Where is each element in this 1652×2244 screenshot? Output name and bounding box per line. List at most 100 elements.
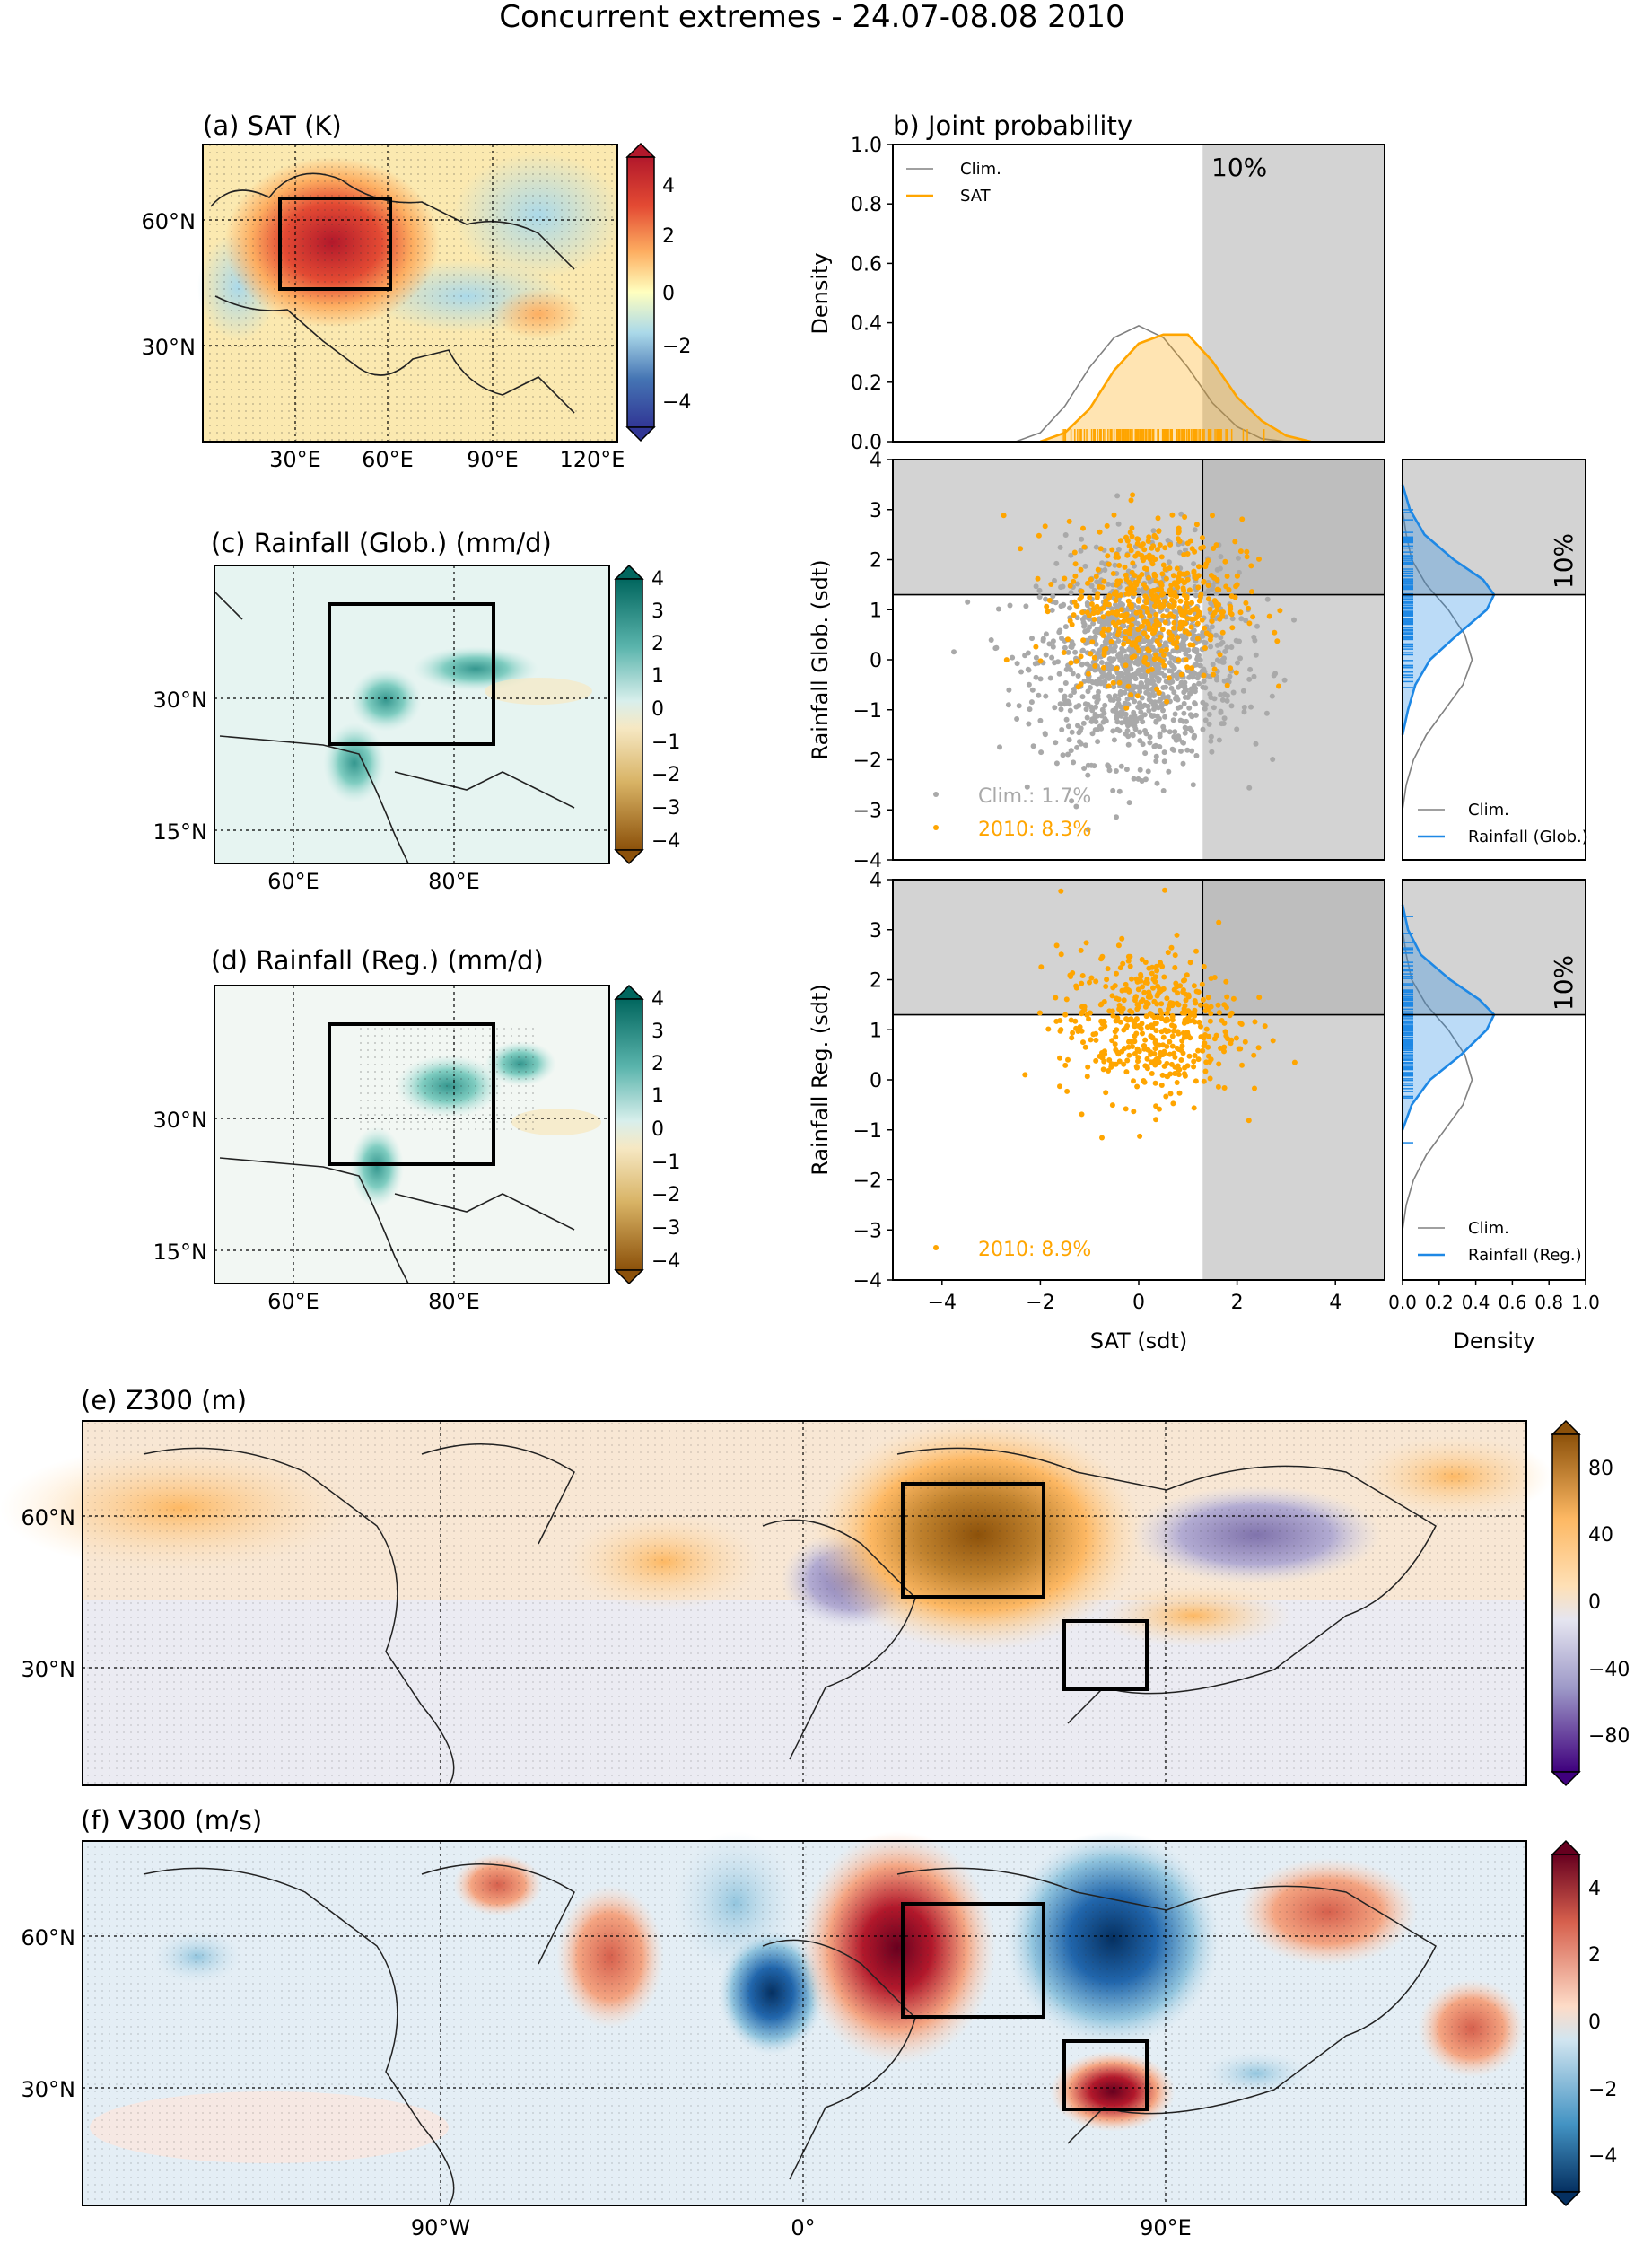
scatter-point [1127,631,1132,636]
scatter-point [1118,592,1124,598]
panel-a-lon-label: 90°E [467,447,519,472]
tick-label: 0 [870,1070,882,1092]
scatter-point [1077,739,1082,745]
scatter-point [1068,660,1074,666]
scatter-point [1166,768,1172,775]
scatter-point [1078,548,1084,554]
scatter-point [1111,684,1117,690]
scatter-point [1194,656,1201,662]
panel-d-lat-label: 30°N [153,1108,208,1133]
scatter-point [1102,702,1108,708]
scatter-point [1065,649,1071,655]
scatter-point [1114,665,1120,671]
tick-label: 0.8 [1534,1292,1563,1313]
scatter-point [1214,603,1219,609]
scatter-point [1116,619,1122,626]
scatter-point [1124,696,1131,702]
scatter-point [1123,572,1129,578]
scatter-legend-2010: 2010: 8.9% [978,1239,1091,1261]
scatter-point [1184,570,1191,576]
scatter-point [1115,521,1122,527]
scatter-point [1243,618,1249,624]
scatter-point [1138,999,1144,1005]
panel-e-lat-label: 30°N [22,1657,76,1682]
scatter-point [1205,557,1211,564]
scatter-point [1105,762,1111,768]
scatter-point [1097,1053,1103,1059]
scatter-point [1125,683,1132,689]
scatter-point [1153,742,1158,749]
scatter-point [1150,985,1156,991]
scatter-point [1044,603,1050,609]
scatter-point [1037,717,1044,723]
panel-a-title: (a) SAT (K) [203,110,342,141]
scatter-point [1138,703,1144,709]
scatter-point [1065,723,1071,730]
scatter-point [1086,1016,1092,1022]
panel-d-lon-label: 60°E [267,1289,319,1314]
scatter-point [1149,666,1155,672]
scatter-point [1220,659,1227,665]
scatter-point [1129,525,1135,531]
colorbar-tick: 4 [651,568,664,591]
scatter-point [1167,729,1173,735]
scatter-point [1070,1030,1076,1036]
scatter-point [1130,1044,1135,1049]
scatter-point [1162,714,1168,720]
scatter-point [1137,609,1143,616]
scatter-point [1062,680,1069,686]
scatter-point [1186,587,1193,593]
scatter-point [1092,663,1098,669]
scatter-point [1113,768,1119,774]
scatter-point [1124,552,1131,558]
scatter-point [1139,957,1145,962]
scatter-point [1029,636,1035,642]
scatter-point [1209,749,1215,755]
scatter-glob-ylabel: Rainfall Glob. (sdt) [808,559,833,759]
scatter-point [1164,995,1170,1002]
scatter-point [1151,571,1158,577]
scatter-point [1115,697,1122,703]
scatter-point [1081,544,1088,550]
scatter-point [1088,1037,1094,1043]
scatter-point [1214,677,1219,683]
scatter-point [1097,546,1104,552]
scatter-point [1156,689,1162,696]
scatter-point [1175,1001,1181,1007]
scatter-point [1038,749,1045,756]
colorbar-tick: −2 [1588,2079,1617,2101]
scatter-point [1166,675,1172,681]
colorbar-tick: 0 [1588,1591,1601,1614]
scatter-point [1163,575,1169,582]
scatter-point [1063,996,1070,1003]
scatter-point [1128,602,1134,609]
scatter-point [1106,581,1112,587]
scatter-point [1229,616,1236,622]
panel-d-lat-label: 15°N [153,1240,208,1265]
scatter-point [1208,1056,1214,1063]
scatter-point [1121,677,1127,683]
scatter-point [1180,760,1186,767]
scatter-point [1170,573,1176,579]
scatter-point [1213,542,1219,548]
scatter-point [1106,615,1112,621]
scatter-point [1246,620,1253,627]
panel-c-rain-glob-map: (c) Rainfall (Glob.) (mm/d) 30°N 15°N 60… [153,528,681,894]
panel-d-colorbar: 4 3 2 1 0 −1 −2 −3 −4 [614,984,680,1285]
scatter-point [1162,545,1168,551]
scatter-point [1211,671,1217,678]
scatter-point [1184,747,1191,753]
colorbar-tick: 2 [1588,1944,1601,1967]
scatter-point [1106,595,1112,601]
scatter-point [1158,1011,1165,1016]
scatter-point [1190,607,1196,613]
scatter-point [1014,661,1020,667]
scatter-point [1161,672,1167,679]
scatter-point [1151,706,1157,712]
scatter-point [1158,605,1164,610]
scatter-point [1036,692,1042,698]
scatter-point [1158,1015,1165,1021]
scatter-point [1058,687,1064,693]
scatter-point [1122,1046,1127,1052]
colorbar-tick: −2 [662,336,691,358]
